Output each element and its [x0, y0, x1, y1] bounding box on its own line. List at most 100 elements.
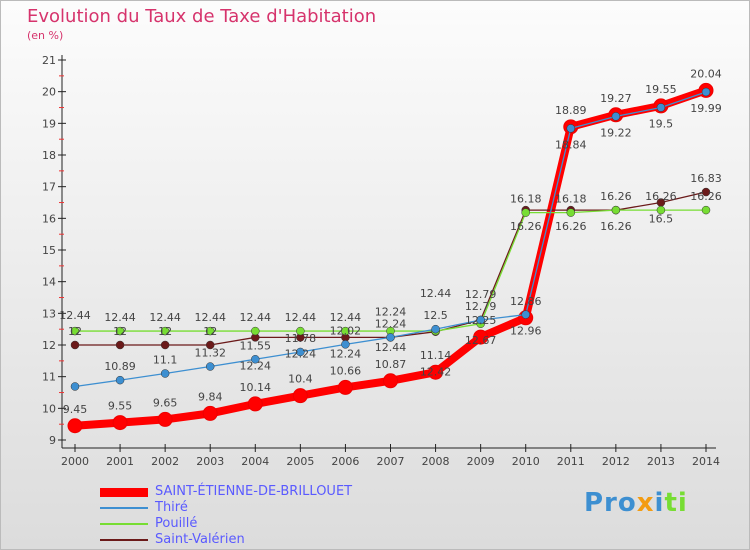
data-point [611, 205, 621, 215]
data-label: 12.24 [285, 347, 317, 360]
data-label: 16.26 [600, 220, 632, 233]
data-point [67, 418, 83, 434]
data-point [431, 324, 440, 334]
y-tick-label: 16 [42, 212, 56, 225]
data-label: 9.65 [153, 396, 178, 409]
data-point [247, 396, 263, 412]
data-point [70, 382, 80, 391]
data-label: 11.32 [194, 347, 226, 360]
y-tick-label: 12 [42, 339, 56, 352]
legend-item: Thiré [100, 500, 352, 516]
data-label: 16.26 [600, 190, 632, 203]
data-point [205, 326, 215, 336]
data-label: 12.44 [420, 287, 452, 300]
data-point [160, 340, 170, 350]
data-point [70, 340, 80, 350]
data-point [521, 208, 530, 217]
data-point [251, 355, 260, 364]
y-tick-label: 9 [49, 434, 56, 447]
data-label: 12.24 [240, 359, 272, 372]
data-point [112, 415, 128, 431]
data-label: 16.18 [510, 193, 542, 206]
data-label: 9.84 [198, 390, 223, 403]
x-tick-label: 2001 [106, 455, 134, 468]
data-label: 16.83 [690, 172, 722, 185]
data-label: 16.26 [690, 190, 722, 203]
data-label: 12 [113, 325, 127, 338]
data-label: 19.5 [649, 118, 674, 131]
data-point [521, 310, 530, 319]
legend: SAINT-ÉTIENNE-DE-BRILLOUET Thiré Pouillé… [100, 484, 352, 548]
legend-label: Saint-Valérien [155, 532, 245, 547]
data-label: 12.96 [510, 325, 542, 338]
data-label: 12.44 [330, 311, 362, 324]
data-label: 10.4 [288, 373, 313, 386]
data-label: 11.55 [240, 339, 272, 352]
data-point [296, 326, 305, 336]
data-label: 11.78 [285, 332, 317, 345]
data-label: 19.22 [600, 126, 632, 139]
y-tick-label: 18 [42, 149, 56, 162]
x-tick-label: 2011 [557, 455, 585, 468]
data-label: 9.55 [108, 400, 133, 413]
data-point [386, 333, 395, 342]
data-label: 12.44 [194, 311, 226, 324]
data-label: 12.44 [104, 311, 136, 324]
data-label: 16.26 [645, 190, 677, 203]
proxiti-logo: Proxiti [584, 488, 688, 518]
data-label: 12.25 [465, 314, 497, 327]
x-tick-label: 2013 [647, 455, 675, 468]
data-label: 19.55 [645, 83, 677, 96]
data-point [341, 340, 350, 349]
data-point [115, 375, 125, 385]
y-tick-label: 17 [42, 181, 56, 194]
x-tick-label: 2009 [467, 455, 495, 468]
data-label: 10.14 [240, 381, 272, 394]
legend-label: Thiré [155, 500, 188, 515]
data-label: 12.5 [423, 309, 448, 322]
legend-item: Pouillé [100, 516, 352, 532]
data-point [160, 369, 170, 378]
x-tick-label: 2008 [422, 455, 450, 468]
x-tick-label: 2005 [286, 455, 314, 468]
data-label: 16.18 [555, 193, 587, 206]
data-label: 12.24 [375, 317, 407, 330]
data-label: 19.99 [690, 102, 722, 115]
y-tick-label: 10 [42, 402, 56, 415]
data-point [160, 326, 170, 336]
x-tick-label: 2003 [196, 455, 224, 468]
y-tick-label: 21 [42, 54, 56, 67]
legend-item: Saint-Valérien [100, 532, 352, 548]
data-point [701, 87, 711, 97]
data-label: 11.14 [420, 349, 452, 362]
data-label: 12.42 [420, 366, 452, 379]
data-point [701, 205, 711, 215]
x-tick-label: 2014 [692, 455, 720, 468]
data-point [70, 326, 80, 336]
y-tick-label: 20 [42, 86, 56, 99]
data-point [205, 340, 215, 350]
data-point [701, 187, 711, 197]
y-tick-label: 15 [42, 244, 56, 257]
data-label: 12.02 [330, 324, 362, 337]
data-label: 12.44 [375, 341, 407, 354]
data-point [296, 347, 305, 357]
x-tick-label: 2000 [61, 455, 89, 468]
data-point [656, 103, 666, 112]
legend-label: SAINT-ÉTIENNE-DE-BRILLOUET [155, 484, 353, 499]
data-point [341, 326, 350, 336]
data-point [251, 326, 260, 336]
data-label: 16.5 [649, 213, 674, 226]
data-label: 12 [68, 325, 82, 338]
data-point [476, 315, 485, 325]
data-label: 12.44 [285, 311, 317, 324]
data-point [115, 326, 125, 336]
y-tick-label: 13 [42, 307, 56, 320]
data-label: 12.67 [465, 334, 497, 347]
data-point [157, 411, 173, 427]
data-label: 20.04 [690, 67, 722, 80]
x-tick-label: 2012 [602, 455, 630, 468]
x-tick-label: 2010 [512, 455, 540, 468]
y-tick-label: 19 [42, 117, 56, 130]
